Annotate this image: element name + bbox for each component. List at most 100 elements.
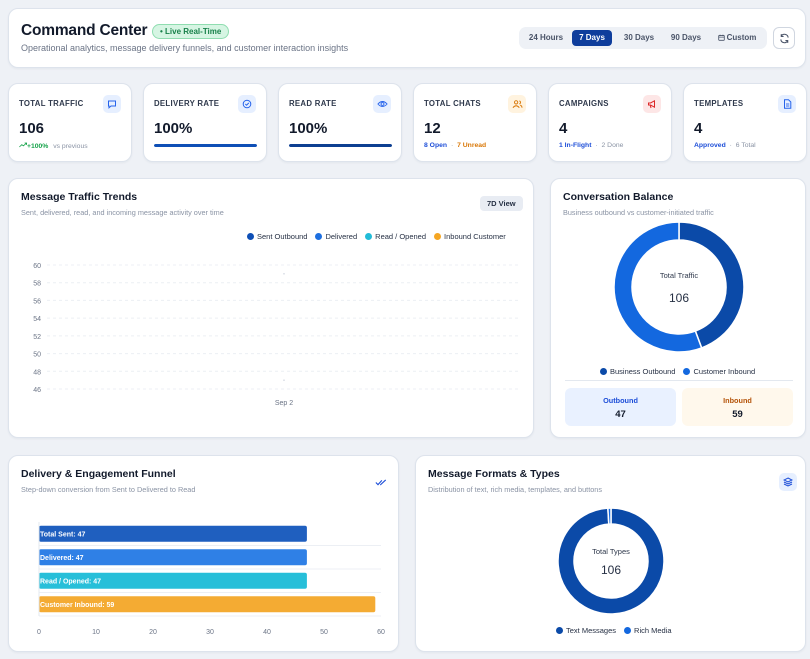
legend-label: Rich Media bbox=[634, 626, 672, 635]
templates-approved: Approved bbox=[694, 142, 726, 149]
stat-change-note: vs previous bbox=[53, 143, 88, 150]
y-tick-label: 50 bbox=[33, 352, 41, 359]
balance-center-value: 106 bbox=[668, 291, 690, 305]
funnel-bar-chart: Total Sent: 47 Delivered: 47 Read / Opened… bbox=[37, 522, 385, 636]
outbound-summary: Outbound 47 bbox=[565, 388, 676, 426]
refresh-button[interactable] bbox=[773, 27, 795, 49]
panel-subtitle: Business outbound vs customer-initiated … bbox=[563, 208, 714, 217]
y-tick-label: 48 bbox=[33, 369, 41, 376]
funnel-bar bbox=[39, 596, 376, 613]
legend-item[interactable]: Text Messages bbox=[556, 626, 616, 635]
live-status-badge: • Live Real-Time bbox=[152, 24, 230, 39]
legend-label: Business Outbound bbox=[610, 367, 676, 376]
legend-label: Customer Inbound bbox=[693, 367, 756, 376]
balance-legend: Business Outbound Customer Inbound bbox=[600, 367, 755, 376]
stat-value: 100% bbox=[289, 120, 328, 137]
stat-label: READ RATE bbox=[289, 99, 337, 108]
range-custom-label: Custom bbox=[726, 33, 757, 42]
view-7d-badge[interactable]: 7D View bbox=[480, 196, 523, 211]
x-tick-label: 60 bbox=[377, 629, 385, 636]
stat-label: TOTAL CHATS bbox=[424, 99, 481, 108]
legend-swatch bbox=[315, 233, 323, 240]
header-card: Command Center • Live Real-Time Operatio… bbox=[8, 8, 806, 68]
page-title: Command Center bbox=[21, 22, 148, 39]
range-7-days-button[interactable]: 7 Days bbox=[572, 30, 612, 46]
panel-subtitle: Sent, delivered, read, and incoming mess… bbox=[21, 208, 224, 217]
legend-swatch bbox=[434, 233, 442, 240]
panel-title: Message Formats & Types bbox=[428, 468, 560, 480]
time-range-selector: 24 Hours 7 Days 30 Days 90 Days Custom bbox=[519, 27, 767, 49]
panel-title: Delivery & Engagement Funnel bbox=[21, 468, 176, 480]
range-custom-button[interactable]: Custom bbox=[712, 30, 762, 46]
formats-slice-1 bbox=[607, 507, 612, 525]
balance-center: Total Traffic 106 bbox=[643, 271, 715, 305]
stat-change: +100% vs previous bbox=[19, 142, 88, 150]
x-tick-label: 50 bbox=[320, 629, 328, 636]
stat-card-total-chats: TOTAL CHATS 12 8 Open · 7 Unread bbox=[413, 83, 537, 162]
legend-label: Inbound Customer bbox=[444, 232, 506, 241]
eye-icon bbox=[373, 95, 391, 113]
legend-item[interactable]: Delivered bbox=[315, 232, 357, 241]
balance-center-label: Total Traffic bbox=[659, 271, 699, 280]
page-subtitle: Operational analytics, message delivery … bbox=[21, 43, 349, 53]
delivery-funnel-card: Delivery & Engagement Funnel Step-down c… bbox=[8, 455, 399, 652]
formats-center: Total Types 106 bbox=[575, 547, 647, 577]
legend-swatch bbox=[556, 627, 563, 634]
traffic-legend: Sent Outbound Delivered Read / Opened In… bbox=[247, 232, 506, 241]
panel-title: Message Traffic Trends bbox=[21, 191, 138, 203]
y-tick-label: 60 bbox=[33, 263, 41, 270]
inbound-label: Inbound bbox=[723, 396, 752, 405]
templates-total: 6 Total bbox=[735, 142, 756, 149]
legend-swatch bbox=[365, 233, 373, 240]
stat-value: 4 bbox=[559, 120, 568, 137]
traffic-chart: 60 58 56 54 52 50 48 46 Sep 2 bbox=[33, 263, 521, 407]
legend-swatch bbox=[247, 233, 254, 240]
divider bbox=[565, 380, 793, 381]
layers-icon[interactable] bbox=[779, 473, 797, 491]
panel-subtitle: Step-down conversion from Sent to Delive… bbox=[21, 485, 196, 494]
megaphone-icon bbox=[643, 95, 661, 113]
y-tick-label: 58 bbox=[33, 281, 41, 288]
delivery-rate-progress-fill bbox=[154, 144, 257, 147]
panel-subtitle: Distribution of text, rich media, templa… bbox=[428, 485, 602, 494]
chats-breakdown: 8 Open · 7 Unread bbox=[424, 142, 487, 149]
x-tick-label: Sep 2 bbox=[275, 400, 293, 407]
formats-slice-0 bbox=[557, 507, 665, 615]
x-tick-label: 30 bbox=[206, 629, 214, 636]
stat-card-templates: TEMPLATES 4 Approved · 6 Total bbox=[683, 83, 807, 162]
campaigns-done: 2 Done bbox=[601, 142, 624, 149]
legend-item[interactable]: Inbound Customer bbox=[434, 232, 506, 241]
formats-center-label: Total Types bbox=[592, 547, 630, 556]
delivery-rate-progress bbox=[154, 144, 257, 147]
formats-legend: Text Messages Rich Media bbox=[556, 626, 672, 635]
legend-label: Read / Opened bbox=[375, 232, 427, 241]
legend-item[interactable]: Sent Outbound bbox=[247, 232, 307, 241]
stat-card-read-rate: READ RATE 100% bbox=[278, 83, 402, 162]
legend-item[interactable]: Business Outbound bbox=[600, 367, 675, 376]
stat-value: 100% bbox=[154, 120, 193, 137]
stat-label: DELIVERY RATE bbox=[154, 99, 220, 108]
double-check-icon[interactable] bbox=[372, 473, 390, 491]
range-24-hours-button[interactable]: 24 Hours bbox=[528, 33, 564, 42]
legend-label: Delivered bbox=[325, 232, 358, 241]
funnel-bar-label: Customer Inbound: 59 bbox=[40, 602, 114, 609]
funnel-bar bbox=[39, 572, 307, 589]
formats-center-value: 106 bbox=[600, 563, 622, 577]
stat-change-value: +100% bbox=[27, 143, 49, 150]
formats-donut-chart bbox=[557, 507, 665, 615]
legend-item[interactable]: Customer Inbound bbox=[683, 367, 755, 376]
stat-card-total-traffic: TOTAL TRAFFIC 106 +100% vs previous bbox=[8, 83, 132, 162]
legend-item[interactable]: Read / Opened bbox=[365, 232, 426, 241]
range-90-days-button[interactable]: 90 Days bbox=[670, 33, 702, 42]
traffic-trends-card: Message Traffic Trends Sent, delivered, … bbox=[8, 178, 534, 438]
stat-label: TEMPLATES bbox=[694, 99, 744, 108]
legend-item[interactable]: Rich Media bbox=[624, 626, 672, 635]
range-30-days-button[interactable]: 30 Days bbox=[623, 33, 655, 42]
stat-label: CAMPAIGNS bbox=[559, 99, 609, 108]
legend-swatch bbox=[624, 627, 632, 634]
campaigns-breakdown: 1 In-Flight · 2 Done bbox=[559, 142, 624, 149]
inbound-summary: Inbound 59 bbox=[682, 388, 793, 426]
y-tick-label: 46 bbox=[33, 387, 41, 394]
trend-up-icon bbox=[19, 142, 27, 148]
stat-label: TOTAL TRAFFIC bbox=[19, 99, 84, 108]
